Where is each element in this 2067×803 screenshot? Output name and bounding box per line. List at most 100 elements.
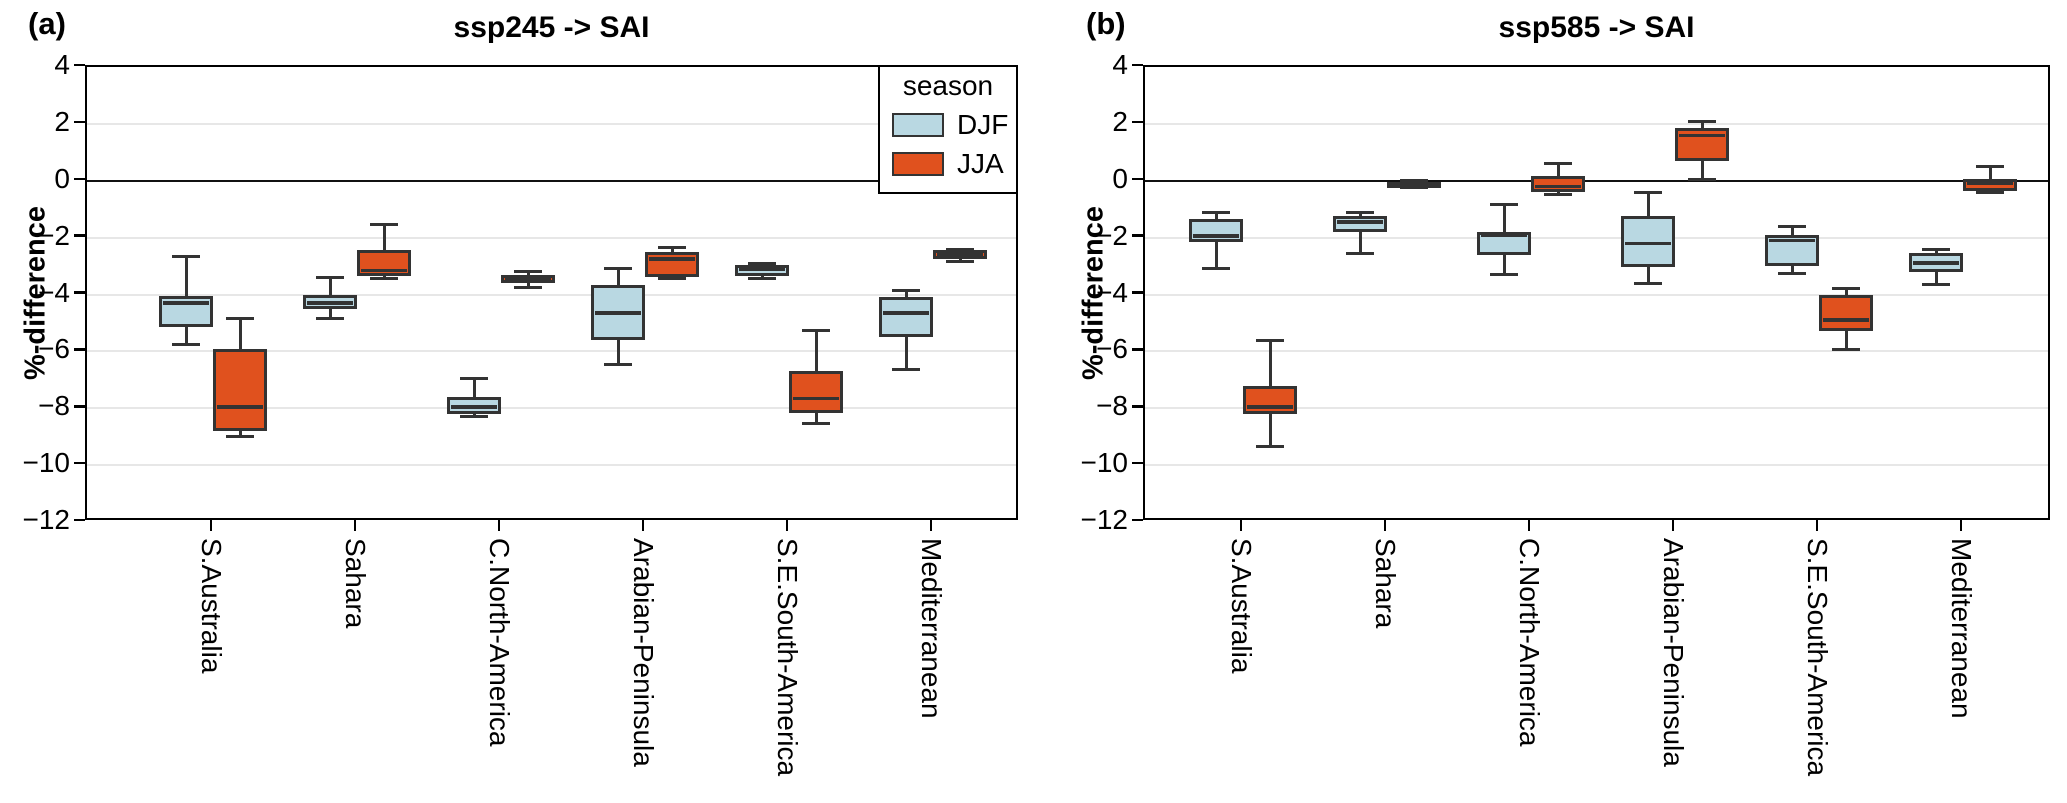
panel-a-boxplot-djf-mediterranean-median-line: [883, 311, 929, 315]
panel-a-boxplot-jja-c-north-america-whisker-cap-lower: [514, 285, 542, 289]
panel-a-boxplot-jja-s-australia-whisker-lower: [238, 431, 242, 437]
panel-b-x-tick-c-north-america: [1527, 520, 1531, 531]
panel-b-boxplot-djf-arabian-peninsula-whisker-lower: [1646, 267, 1650, 284]
panel-b-boxplot-djf-arabian-peninsula-whisker-upper: [1646, 192, 1650, 217]
panel-a-boxplot-djf-mediterranean-whisker-cap-lower: [892, 368, 920, 372]
panel-b-x-tick-arabian-peninsula: [1671, 520, 1675, 531]
panel-b-boxplot-jja-s-e-south-america-whisker-cap-upper: [1832, 287, 1860, 291]
panel-b-boxplot-djf-sahara-median-line: [1337, 220, 1383, 224]
panel-b-x-tick-s-australia: [1239, 520, 1243, 531]
panel-b-boxplot-jja-s-australia-whisker-cap-upper: [1256, 338, 1284, 342]
panel-b-boxplot-djf-mediterranean-whisker-cap-lower: [1922, 283, 1950, 287]
panel-b-boxplot-djf-mediterranean-median-line: [1913, 261, 1959, 265]
panel-b-boxplot-djf-mediterranean-whisker-upper: [1934, 249, 1938, 254]
panel-a-boxplot-djf-c-north-america-whisker-cap-upper: [460, 376, 488, 380]
panel-b-boxplot-jja-s-australia-whisker-upper: [1268, 340, 1272, 386]
panel-b-boxplot-djf-s-e-south-america-whisker-upper: [1790, 226, 1794, 235]
panel-b-title: ssp585 -> SAI: [1498, 11, 1695, 44]
panel-a-boxplot-djf-sahara-whisker-lower: [328, 308, 332, 319]
panel-a-boxplot-djf-s-australia-box-rect: [159, 295, 213, 328]
panel-b-boxplot-djf-s-e-south-america-whisker-cap-lower: [1778, 271, 1806, 275]
panel-b-boxplot-jja-mediterranean-whisker-upper: [1988, 166, 1992, 180]
panel-a-boxplot-jja-s-australia-box-rect: [213, 348, 267, 431]
panel-b-y-tick-label-4: 4: [1112, 49, 1128, 80]
panel-a-boxplot-jja-s-australia-whisker-cap-lower: [226, 435, 254, 439]
panel-a-boxplot-jja-mediterranean-whisker-cap-upper: [946, 247, 974, 251]
panel-a-boxplot-djf-c-north-america-whisker-cap-lower: [460, 415, 488, 419]
panel-a-boxplot-djf-s-australia-whisker-upper: [184, 256, 188, 296]
panel-b-y-tick-label--12: −12: [1080, 504, 1129, 535]
panel-a-y-tick--8: [74, 405, 85, 408]
panel-b-boxplot-djf-sahara-whisker-cap-lower: [1346, 251, 1374, 255]
panel-b-boxplot-jja-arabian-peninsula-whisker-cap-lower: [1688, 177, 1716, 181]
panel-a-boxplot-jja-s-e-south-america-median-line: [793, 396, 839, 401]
panel-b-x-category-label-arabian-peninsula: Arabian-Peninsula: [1658, 538, 1689, 767]
panel-b-boxplot-djf-sahara-box-rect: [1333, 216, 1387, 232]
panel-b-boxplot-djf-sahara-whisker-cap-upper: [1346, 210, 1374, 214]
panel-b-boxplot-djf-c-north-america-whisker-cap-lower: [1490, 273, 1518, 277]
legend-label-djf: DJF: [957, 109, 1009, 140]
panel-a-boxplot-jja-mediterranean-median-line: [937, 252, 983, 257]
panel-b-y-tick--6: [1132, 348, 1143, 351]
panel-a-boxplot-djf-s-e-south-america-whisker-cap-upper: [748, 261, 776, 265]
panel-a-y-tick-label-2: 2: [54, 105, 70, 137]
panel-a-boxplot-djf-mediterranean-whisker-lower: [904, 337, 908, 370]
panel-b-x-tick-s-e-south-america: [1815, 520, 1819, 531]
panel-b-y-tick-label--8: −8: [1096, 390, 1128, 422]
panel-a-y-tick-label--4: −4: [38, 276, 70, 308]
panel-a-y-tick--6: [74, 348, 85, 351]
panel-a-boxplot-djf-s-australia-whisker-lower: [184, 327, 188, 345]
panel-a-x-category-label-sahara: Sahara: [340, 538, 371, 629]
panel-a-boxplot-jja-s-australia-whisker-cap-upper: [226, 317, 254, 321]
panel-a-gridline--10: [87, 464, 1016, 467]
panel-b-y-tick-label--4: −4: [1096, 276, 1128, 308]
panel-a-gridline--6: [87, 350, 1016, 353]
panel-b-gridline-2: [1145, 122, 2048, 125]
panel-a-x-category-label-mediterranean: Mediterranean: [916, 538, 947, 719]
panel-b-boxplot-djf-arabian-peninsula-whisker-cap-upper: [1634, 190, 1662, 194]
panel-a-boxplot-djf-s-australia-median-line: [163, 301, 209, 305]
panel-b-boxplot-djf-c-north-america-median-line: [1481, 233, 1527, 237]
panel-b-boxplot-jja-c-north-america-box-rect: [1531, 176, 1585, 193]
panel-a-x-tick-sahara: [353, 520, 357, 531]
legend-row-djf: DJF: [892, 109, 1016, 141]
panel-a-boxplot-jja-sahara-box-rect: [357, 250, 411, 277]
panel-b-y-tick--4: [1132, 291, 1143, 294]
panel-b-boxplot-djf-s-australia-whisker-cap-upper: [1202, 210, 1230, 214]
panel-b-boxplot-djf-c-north-america-whisker-lower: [1502, 254, 1506, 275]
panel-b-boxplot-jja-c-north-america-median-line: [1535, 184, 1581, 189]
panel-a-y-tick-label--8: −8: [38, 390, 70, 422]
panel-b-boxplot-djf-mediterranean-whisker-lower: [1934, 271, 1938, 285]
panel-b-y-tick-label-2: 2: [1112, 105, 1128, 137]
panel-b-zero-line: [1145, 179, 2048, 182]
panel-a-boxplot-djf-sahara-whisker-cap-lower: [316, 317, 344, 321]
panel-a-boxplot-djf-s-e-south-america-whisker-cap-lower: [748, 277, 776, 281]
panel-a-boxplot-djf-s-australia-whisker-cap-upper: [172, 254, 200, 258]
panel-b-y-tick-label-0: 0: [1112, 162, 1128, 194]
panel-b-boxplot-jja-arabian-peninsula-median-line: [1679, 133, 1725, 137]
panel-b-y-tick-label--10: −10: [1080, 447, 1129, 479]
legend-label-jja: JJA: [957, 148, 1004, 179]
panel-b-boxplot-djf-s-australia-whisker-upper: [1214, 212, 1218, 220]
panel-b-boxplot-jja-s-australia-box-rect: [1243, 385, 1297, 414]
panel-a-boxplot-jja-arabian-peninsula-box-rect: [645, 251, 699, 278]
panel-b-y-tick--8: [1132, 405, 1143, 408]
panel-b-boxplot-djf-s-australia-whisker-cap-lower: [1202, 267, 1230, 271]
panel-b-x-tick-sahara: [1383, 520, 1387, 531]
panel-a-boxplot-jja-sahara-whisker-cap-upper: [370, 223, 398, 227]
panel-b-boxplot-djf-s-e-south-america-whisker-cap-upper: [1778, 224, 1806, 228]
panel-a-y-tick-label--10: −10: [22, 447, 71, 479]
panel-a-boxplot-jja-s-e-south-america-box-rect: [789, 371, 843, 413]
panel-a-boxplot-djf-arabian-peninsula-whisker-cap-lower: [604, 362, 632, 366]
panel-b-plot-area: [1143, 65, 2050, 520]
panel-b-boxplot-jja-s-e-south-america-whisker-upper: [1844, 288, 1848, 295]
panel-b-boxplot-jja-arabian-peninsula-whisker-lower: [1700, 160, 1704, 180]
panel-a-boxplot-jja-mediterranean-whisker-cap-lower: [946, 260, 974, 264]
panel-b-boxplot-jja-c-north-america-whisker-cap-upper: [1544, 162, 1572, 166]
panel-a-letter: (a): [28, 6, 66, 41]
panel-a-boxplot-djf-arabian-peninsula-whisker-cap-upper: [604, 267, 632, 271]
panel-b-gridline--10: [1145, 464, 2048, 467]
panel-a-title: ssp245 -> SAI: [453, 11, 650, 44]
panel-a-x-category-label-arabian-peninsula: Arabian-Peninsula: [628, 538, 659, 767]
panel-a-boxplot-djf-s-australia-whisker-cap-lower: [172, 342, 200, 346]
